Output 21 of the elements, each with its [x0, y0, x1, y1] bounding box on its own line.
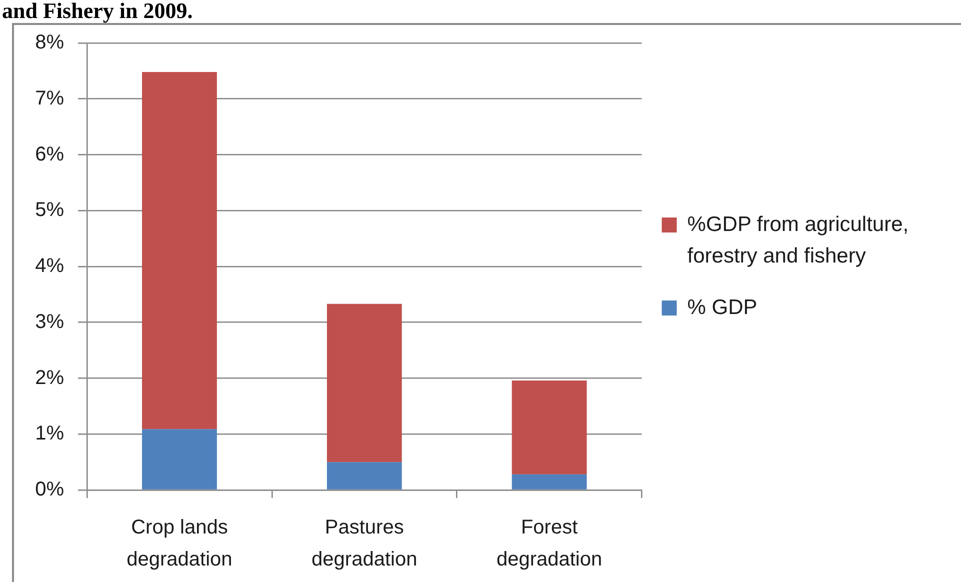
y-tick-label: 7%	[35, 87, 64, 110]
bar	[142, 429, 217, 490]
x-tick-label: Crop lands degradation	[126, 516, 232, 571]
y-tick-label: 1%	[35, 422, 64, 445]
bar	[512, 380, 587, 474]
legend-label: %GDP from agriculture, forestry and fishery	[687, 212, 909, 268]
x-tick-label: Pastures degradation	[312, 516, 418, 571]
bar	[512, 474, 587, 490]
y-tick-label: 3%	[35, 310, 64, 333]
legend-label: % GDP	[687, 296, 758, 319]
y-tick-label: 2%	[35, 366, 64, 389]
y-tick-label: 0%	[35, 478, 64, 501]
bar	[326, 304, 402, 462]
y-tick-label: 5%	[35, 199, 64, 222]
y-tick-label: 6%	[35, 143, 64, 166]
x-tick-label: Forest degradation	[496, 516, 602, 571]
bar	[326, 462, 402, 490]
y-tick-label: 4%	[35, 255, 64, 278]
y-tick-label: 8%	[35, 32, 64, 54]
chart-title: and Fishery in 2009.	[2, 0, 193, 23]
bar	[142, 72, 217, 430]
